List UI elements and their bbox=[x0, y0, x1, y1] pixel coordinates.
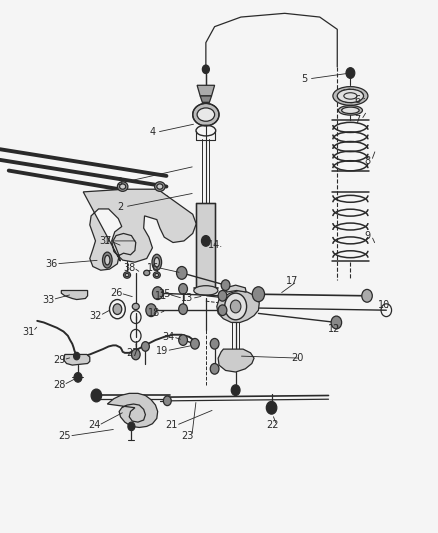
Circle shape bbox=[179, 304, 187, 314]
Text: 14: 14 bbox=[208, 240, 220, 250]
Text: 6: 6 bbox=[354, 95, 360, 105]
Circle shape bbox=[221, 280, 230, 290]
Ellipse shape bbox=[197, 108, 215, 122]
Circle shape bbox=[210, 364, 219, 374]
Circle shape bbox=[141, 342, 149, 351]
Circle shape bbox=[179, 284, 187, 294]
Circle shape bbox=[218, 290, 227, 301]
Ellipse shape bbox=[152, 254, 162, 270]
Text: 11: 11 bbox=[155, 291, 167, 301]
Circle shape bbox=[231, 385, 240, 395]
Ellipse shape bbox=[333, 86, 368, 106]
Circle shape bbox=[131, 349, 140, 360]
Text: 4: 4 bbox=[149, 127, 155, 137]
Text: 28: 28 bbox=[53, 380, 65, 390]
Text: 18: 18 bbox=[148, 309, 160, 318]
Text: 1: 1 bbox=[104, 236, 110, 246]
Ellipse shape bbox=[125, 273, 129, 277]
Circle shape bbox=[230, 300, 241, 313]
Circle shape bbox=[210, 338, 219, 349]
Circle shape bbox=[177, 266, 187, 279]
Text: 10: 10 bbox=[378, 300, 391, 310]
Text: 32: 32 bbox=[89, 311, 102, 320]
Text: 22: 22 bbox=[266, 421, 279, 430]
Text: 3: 3 bbox=[116, 177, 122, 187]
Text: 2: 2 bbox=[117, 202, 124, 212]
Circle shape bbox=[74, 352, 80, 360]
Text: 21: 21 bbox=[166, 421, 178, 430]
Circle shape bbox=[146, 304, 156, 317]
Text: 8: 8 bbox=[364, 156, 370, 166]
Text: 34: 34 bbox=[162, 332, 175, 342]
Text: 38: 38 bbox=[123, 263, 135, 272]
Text: 5: 5 bbox=[301, 74, 307, 84]
Ellipse shape bbox=[132, 303, 139, 310]
Text: 12: 12 bbox=[328, 325, 340, 334]
Text: 19: 19 bbox=[156, 346, 168, 356]
Text: 13: 13 bbox=[181, 294, 194, 303]
Circle shape bbox=[74, 373, 82, 382]
Ellipse shape bbox=[124, 272, 131, 278]
Text: 33: 33 bbox=[42, 295, 54, 304]
Ellipse shape bbox=[155, 182, 165, 191]
Text: 24: 24 bbox=[88, 421, 100, 430]
Ellipse shape bbox=[194, 286, 218, 295]
Ellipse shape bbox=[157, 184, 163, 189]
Text: 37: 37 bbox=[100, 236, 112, 246]
Polygon shape bbox=[197, 85, 215, 96]
Circle shape bbox=[362, 289, 372, 302]
Ellipse shape bbox=[342, 107, 359, 114]
Ellipse shape bbox=[153, 272, 160, 278]
Circle shape bbox=[266, 401, 277, 414]
Ellipse shape bbox=[117, 182, 128, 191]
Text: 31: 31 bbox=[22, 327, 35, 336]
Circle shape bbox=[201, 236, 210, 246]
Polygon shape bbox=[218, 349, 254, 372]
Circle shape bbox=[346, 68, 355, 78]
Circle shape bbox=[113, 304, 122, 314]
Text: 36: 36 bbox=[46, 259, 58, 269]
Text: 23: 23 bbox=[181, 431, 194, 441]
Text: 26: 26 bbox=[110, 288, 122, 298]
Ellipse shape bbox=[337, 89, 364, 102]
Ellipse shape bbox=[120, 184, 126, 189]
Text: 25: 25 bbox=[59, 431, 71, 441]
Text: 35: 35 bbox=[158, 289, 170, 299]
Circle shape bbox=[202, 65, 209, 74]
Circle shape bbox=[163, 396, 171, 406]
Polygon shape bbox=[226, 285, 246, 292]
Text: 17: 17 bbox=[286, 277, 299, 286]
Circle shape bbox=[191, 338, 199, 349]
Polygon shape bbox=[61, 290, 88, 300]
Ellipse shape bbox=[155, 273, 159, 277]
Circle shape bbox=[91, 389, 102, 402]
Circle shape bbox=[218, 305, 227, 316]
Ellipse shape bbox=[193, 103, 219, 126]
Text: 9: 9 bbox=[364, 231, 370, 240]
Ellipse shape bbox=[105, 255, 110, 265]
Circle shape bbox=[225, 293, 247, 320]
Text: 29: 29 bbox=[53, 355, 65, 365]
Ellipse shape bbox=[102, 252, 112, 268]
Text: 27: 27 bbox=[126, 348, 138, 358]
Polygon shape bbox=[217, 290, 259, 322]
Ellipse shape bbox=[338, 106, 363, 115]
Circle shape bbox=[152, 287, 163, 300]
Polygon shape bbox=[196, 203, 215, 288]
Circle shape bbox=[252, 287, 265, 302]
Text: 7: 7 bbox=[354, 115, 360, 125]
Text: 16: 16 bbox=[147, 263, 159, 272]
Polygon shape bbox=[64, 354, 90, 365]
Polygon shape bbox=[107, 393, 158, 427]
Ellipse shape bbox=[154, 257, 159, 267]
Circle shape bbox=[331, 316, 342, 329]
Circle shape bbox=[128, 422, 135, 431]
Ellipse shape bbox=[144, 270, 150, 276]
Circle shape bbox=[179, 335, 187, 345]
Polygon shape bbox=[200, 96, 212, 102]
Polygon shape bbox=[83, 189, 196, 270]
Text: 20: 20 bbox=[291, 353, 303, 363]
